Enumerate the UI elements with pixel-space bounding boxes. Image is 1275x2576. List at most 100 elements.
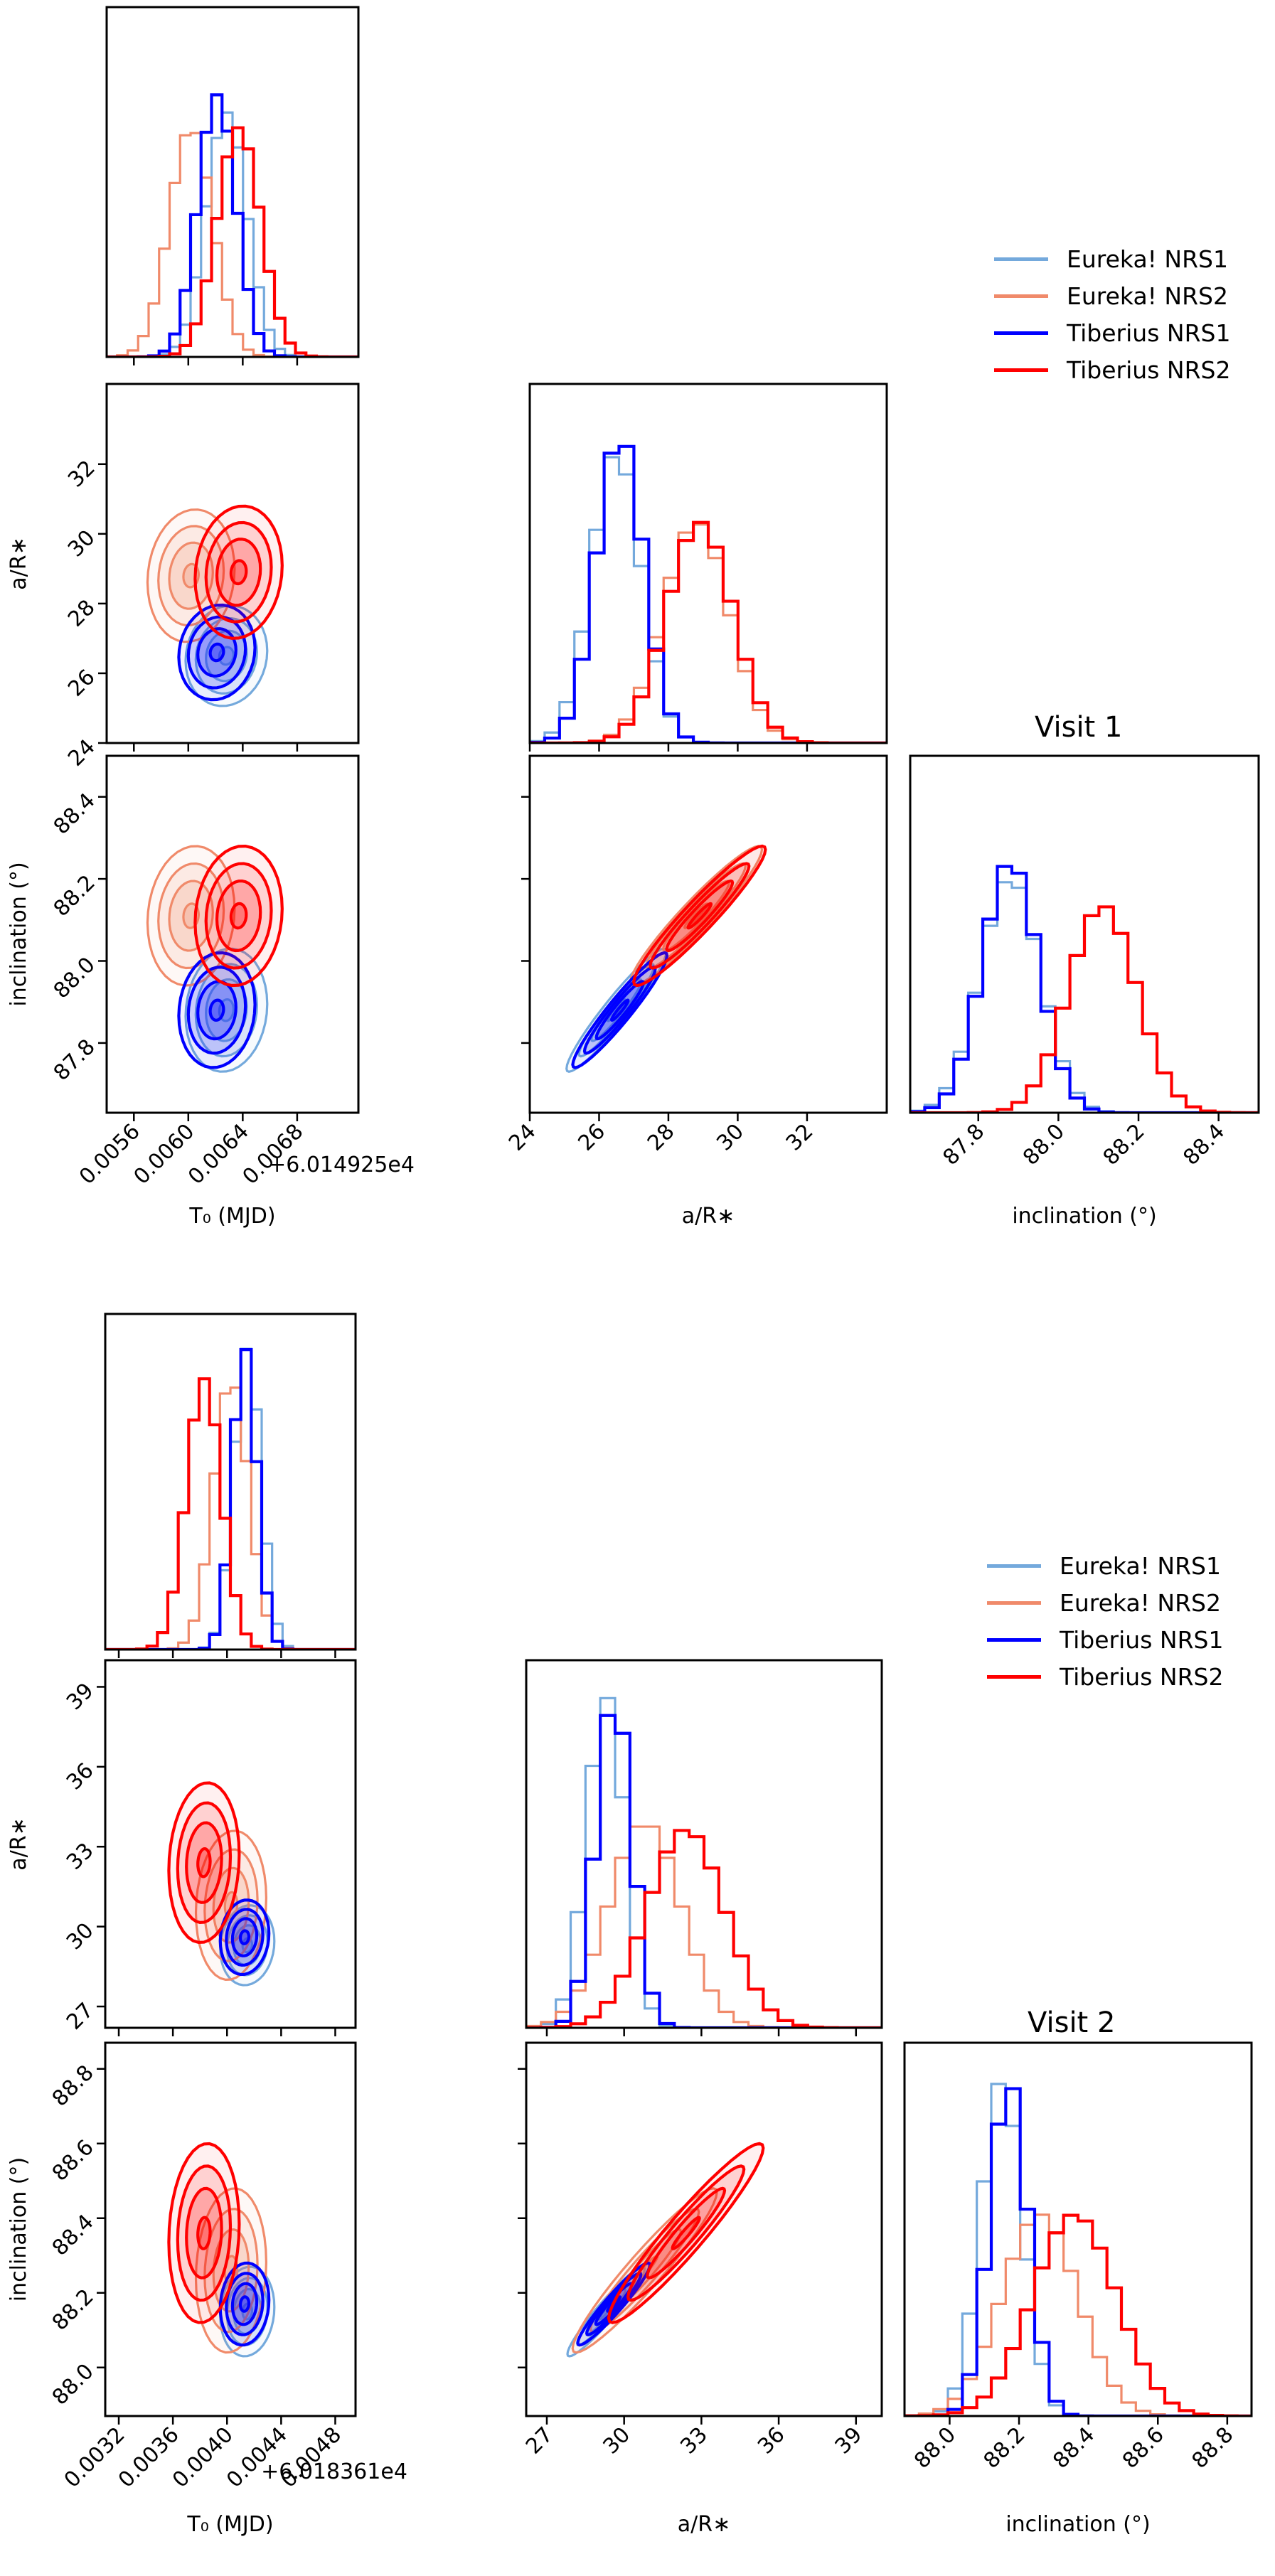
contour-level-tiberius-nrs2 bbox=[665, 879, 735, 953]
legend-item: Tiberius NRS1 bbox=[994, 314, 1230, 351]
legend-swatch bbox=[987, 1637, 1041, 1642]
x-axis-label: a/R∗ bbox=[682, 1204, 735, 1229]
histogram-series-tiberius-nrs2 bbox=[910, 905, 1259, 1113]
contour-level-tiberius-nrs1 bbox=[238, 2295, 251, 2313]
legend-item: Tiberius NRS2 bbox=[994, 351, 1230, 388]
axes-frame bbox=[525, 2041, 883, 2417]
axes-frame bbox=[903, 2041, 1253, 2417]
contour-level-tiberius-nrs2 bbox=[646, 2186, 727, 2280]
legend-item: Tiberius NRS1 bbox=[987, 1621, 1223, 1658]
contour-level-tiberius-nrs2 bbox=[626, 2164, 746, 2302]
histogram-panel-T₀ (MJD) bbox=[105, 6, 360, 365]
contour-panel: 27 30 33 36 39 bbox=[518, 2041, 883, 2459]
legend-label: Tiberius NRS1 bbox=[1060, 1625, 1224, 1654]
histogram-series-eureka-nrs2 bbox=[905, 2213, 1252, 2416]
contour-level-tiberius-nrs2 bbox=[229, 559, 248, 586]
legend-swatch bbox=[994, 294, 1048, 298]
histogram-series-eureka-nrs1 bbox=[530, 456, 887, 743]
contour-level-tiberius-nrs2 bbox=[671, 2216, 701, 2251]
legend-label: Eureka! NRS1 bbox=[1067, 245, 1228, 273]
y-axis-label: inclination (°) bbox=[6, 2157, 31, 2302]
x-tick-label: 0.0056 bbox=[75, 1119, 145, 1190]
y-tick-label: 88.4 bbox=[48, 2210, 99, 2261]
axes-frame bbox=[909, 754, 1260, 1114]
histogram-series-eureka-nrs2 bbox=[530, 523, 887, 743]
histogram-series-tiberius-nrs1 bbox=[905, 2087, 1252, 2416]
legend-item: Eureka! NRS1 bbox=[994, 240, 1230, 277]
x-tick-label: 24 bbox=[504, 1119, 541, 1156]
x-tick-label: 0.0032 bbox=[60, 2422, 130, 2493]
contour-level-tiberius-nrs1 bbox=[196, 627, 238, 678]
legend-swatch bbox=[994, 368, 1048, 372]
contour-panel: 27 30 33 36 39 bbox=[62, 1659, 357, 2036]
x-tick-label: 88.6 bbox=[1118, 2422, 1169, 2474]
y-tick-label: 30 bbox=[62, 1918, 99, 1955]
y-tick-label: 88.2 bbox=[49, 870, 100, 921]
y-tick-label: 28 bbox=[63, 595, 100, 632]
x-axis-label: inclination (°) bbox=[1005, 2512, 1150, 2537]
legend-visit-1: Eureka! NRS1 Eureka! NRS2 Tiberius NRS1 … bbox=[994, 240, 1230, 388]
contour-level-tiberius-nrs1 bbox=[230, 1917, 259, 1957]
contour-level-tiberius-nrs2 bbox=[229, 902, 248, 930]
axes-frame bbox=[104, 1313, 357, 1651]
contour-level-tiberius-nrs1 bbox=[230, 2282, 259, 2326]
x-axis-label: a/R∗ bbox=[678, 2512, 730, 2537]
legend-item: Eureka! NRS1 bbox=[987, 1547, 1223, 1584]
x-tick-label: 88.2 bbox=[1099, 1119, 1150, 1170]
x-tick-label: 39 bbox=[831, 2422, 868, 2459]
histogram-series-tiberius-nrs2 bbox=[526, 1829, 882, 2028]
axes-frame bbox=[104, 2041, 357, 2417]
legend-label: Tiberius NRS1 bbox=[1067, 319, 1231, 347]
y-tick-label: 88.0 bbox=[49, 952, 100, 1003]
contour-panel: 0.00320.00360.00400.00440.004888.088.288… bbox=[48, 2041, 357, 2493]
axes-frame bbox=[105, 754, 360, 1114]
histogram-panel-a/R∗ bbox=[528, 383, 888, 752]
x-axis-offset-label: +6.014925e4 bbox=[268, 1153, 415, 1177]
histogram-series-eureka-nrs1 bbox=[905, 2083, 1252, 2416]
x-axis-label: inclination (°) bbox=[1012, 1204, 1156, 1229]
contour-level-tiberius-nrs1 bbox=[208, 998, 225, 1022]
contour-level-tiberius-nrs2 bbox=[649, 862, 751, 970]
legend-label: Eureka! NRS1 bbox=[1060, 1551, 1221, 1580]
y-tick-label: 88.4 bbox=[49, 789, 100, 840]
contour-level-tiberius-nrs1 bbox=[609, 998, 630, 1022]
histogram-panel-a/R∗ bbox=[525, 1659, 883, 2036]
x-tick-label: 30 bbox=[599, 2422, 636, 2459]
y-tick-label: 24 bbox=[63, 734, 100, 771]
legend-label: Eureka! NRS2 bbox=[1060, 1588, 1221, 1617]
y-tick-label: 39 bbox=[62, 1678, 99, 1715]
x-tick-label: 87.8 bbox=[938, 1119, 989, 1170]
y-tick-label: 26 bbox=[63, 665, 100, 702]
x-tick-label: 88.8 bbox=[1188, 2422, 1239, 2474]
x-tick-label: 36 bbox=[753, 2422, 790, 2459]
x-tick-label: 0.0060 bbox=[129, 1119, 199, 1190]
corner-plot-visit-2: 27303336390.00320.00360.00400.00440.0048… bbox=[6, 1313, 1253, 2537]
axes-frame bbox=[104, 1659, 357, 2029]
x-tick-label: 0.0036 bbox=[114, 2422, 184, 2493]
legend-swatch bbox=[987, 1674, 1041, 1679]
x-axis-label: T₀ (MJD) bbox=[188, 1204, 275, 1229]
contour-level-tiberius-nrs2 bbox=[196, 1847, 212, 1878]
x-tick-label: 88.2 bbox=[979, 2422, 1030, 2474]
contour-level-eureka-nrs1 bbox=[205, 978, 248, 1042]
y-tick-label: 30 bbox=[63, 525, 100, 562]
axes-frame bbox=[528, 754, 888, 1114]
legend-item: Tiberius NRS2 bbox=[987, 1658, 1223, 1695]
axes-frame bbox=[525, 1659, 883, 2029]
x-tick-label: 32 bbox=[781, 1119, 818, 1156]
x-tick-label: 0.0064 bbox=[183, 1119, 254, 1190]
axes-frame bbox=[105, 6, 360, 358]
histogram-panel-inclination (°): 88.0 88.2 88.4 88.6 88.8 bbox=[903, 2041, 1253, 2474]
y-tick-label: 87.8 bbox=[49, 1035, 100, 1086]
histogram-series-tiberius-nrs2 bbox=[905, 2213, 1252, 2416]
x-tick-label: 88.4 bbox=[1048, 2422, 1099, 2474]
chart-title-visit-2: Visit 2 bbox=[1028, 2006, 1116, 2039]
x-tick-label: 88.0 bbox=[1018, 1119, 1069, 1170]
legend-label: Tiberius NRS2 bbox=[1067, 356, 1231, 384]
x-tick-label: 88.0 bbox=[909, 2422, 961, 2474]
contour-level-tiberius-nrs2 bbox=[185, 1821, 223, 1904]
contour-panel: 24 26 28 30 32 bbox=[63, 383, 360, 771]
histogram-series-tiberius-nrs1 bbox=[526, 1714, 882, 2028]
x-tick-label: 30 bbox=[712, 1119, 749, 1156]
